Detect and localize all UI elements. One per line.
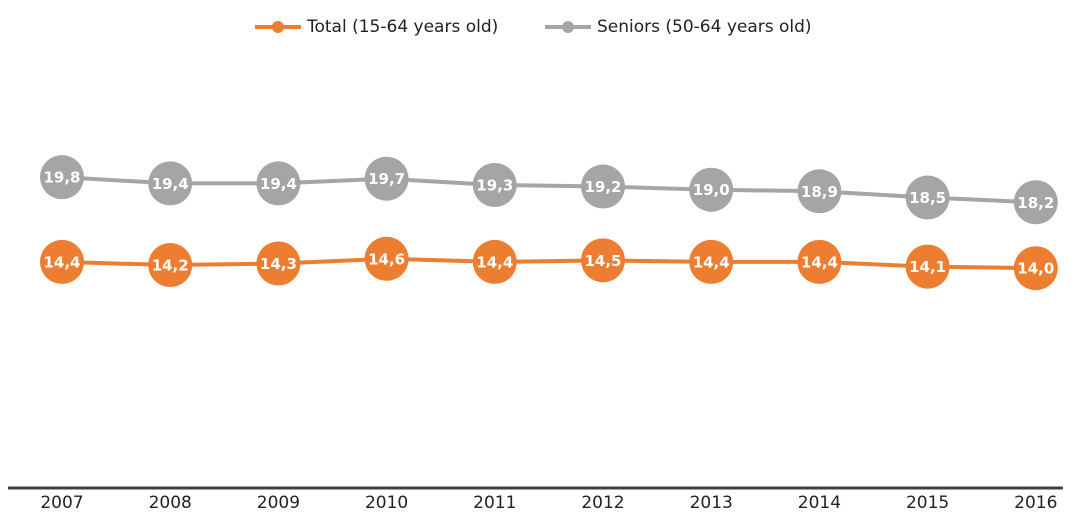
x-tick-label: 2009: [257, 493, 300, 513]
x-tick-label: 2007: [40, 493, 83, 513]
data-label: 14,5: [584, 252, 621, 270]
data-label: 14,1: [909, 258, 946, 276]
data-label: 14,0: [1017, 260, 1054, 278]
data-label: 19,0: [693, 181, 730, 199]
marker: [689, 167, 734, 212]
data-label: 18,9: [801, 183, 838, 201]
x-tick-label: 2013: [690, 493, 733, 513]
data-label: 14,4: [43, 253, 80, 271]
data-label: 14,4: [801, 253, 838, 271]
data-label: 19,8: [43, 169, 80, 187]
x-tick-label: 2014: [798, 493, 841, 513]
marker: [689, 239, 734, 284]
marker: [148, 243, 193, 288]
legend-label: Total (15-64 years old): [306, 17, 498, 37]
x-tick-label: 2008: [149, 493, 192, 513]
data-label: 14,3: [260, 255, 297, 273]
data-label: 18,5: [909, 189, 946, 207]
marker: [364, 156, 409, 201]
marker: [256, 241, 301, 286]
marker: [472, 239, 517, 284]
marker: [797, 239, 842, 284]
marker: [905, 244, 950, 289]
data-label: 14,2: [152, 257, 189, 275]
marker: [1013, 180, 1058, 225]
marker: [581, 164, 625, 209]
data-label: 14,4: [693, 253, 730, 271]
marker: [256, 161, 301, 206]
marker: [148, 161, 193, 206]
x-tick-label: 2015: [906, 493, 949, 513]
marker: [472, 162, 517, 207]
series-line: [61, 175, 1036, 205]
legend-marker: [562, 21, 574, 33]
data-label: 14,6: [368, 250, 405, 268]
series-line: [61, 256, 1036, 271]
legend-marker: [272, 21, 284, 33]
data-label: 19,4: [152, 175, 189, 193]
data-label: 18,2: [1017, 194, 1054, 212]
marker: [40, 239, 84, 284]
data-label: 19,7: [368, 170, 405, 188]
x-tick-label: 2016: [1014, 493, 1057, 513]
marker: [581, 238, 625, 283]
legend-label: Seniors (50-64 years old): [597, 17, 812, 37]
marker: [40, 155, 84, 200]
data-label: 19,4: [260, 175, 297, 193]
data-label: 14,4: [476, 253, 513, 271]
data-label: 19,3: [476, 176, 513, 194]
marker: [797, 169, 842, 214]
x-tick-label: 2011: [473, 493, 516, 513]
x-tick-label: 2012: [581, 493, 624, 513]
data-label: 19,2: [584, 178, 621, 196]
marker: [905, 175, 950, 220]
marker: [364, 236, 409, 281]
marker: [1013, 246, 1058, 291]
x-tick-label: 2010: [365, 493, 408, 513]
